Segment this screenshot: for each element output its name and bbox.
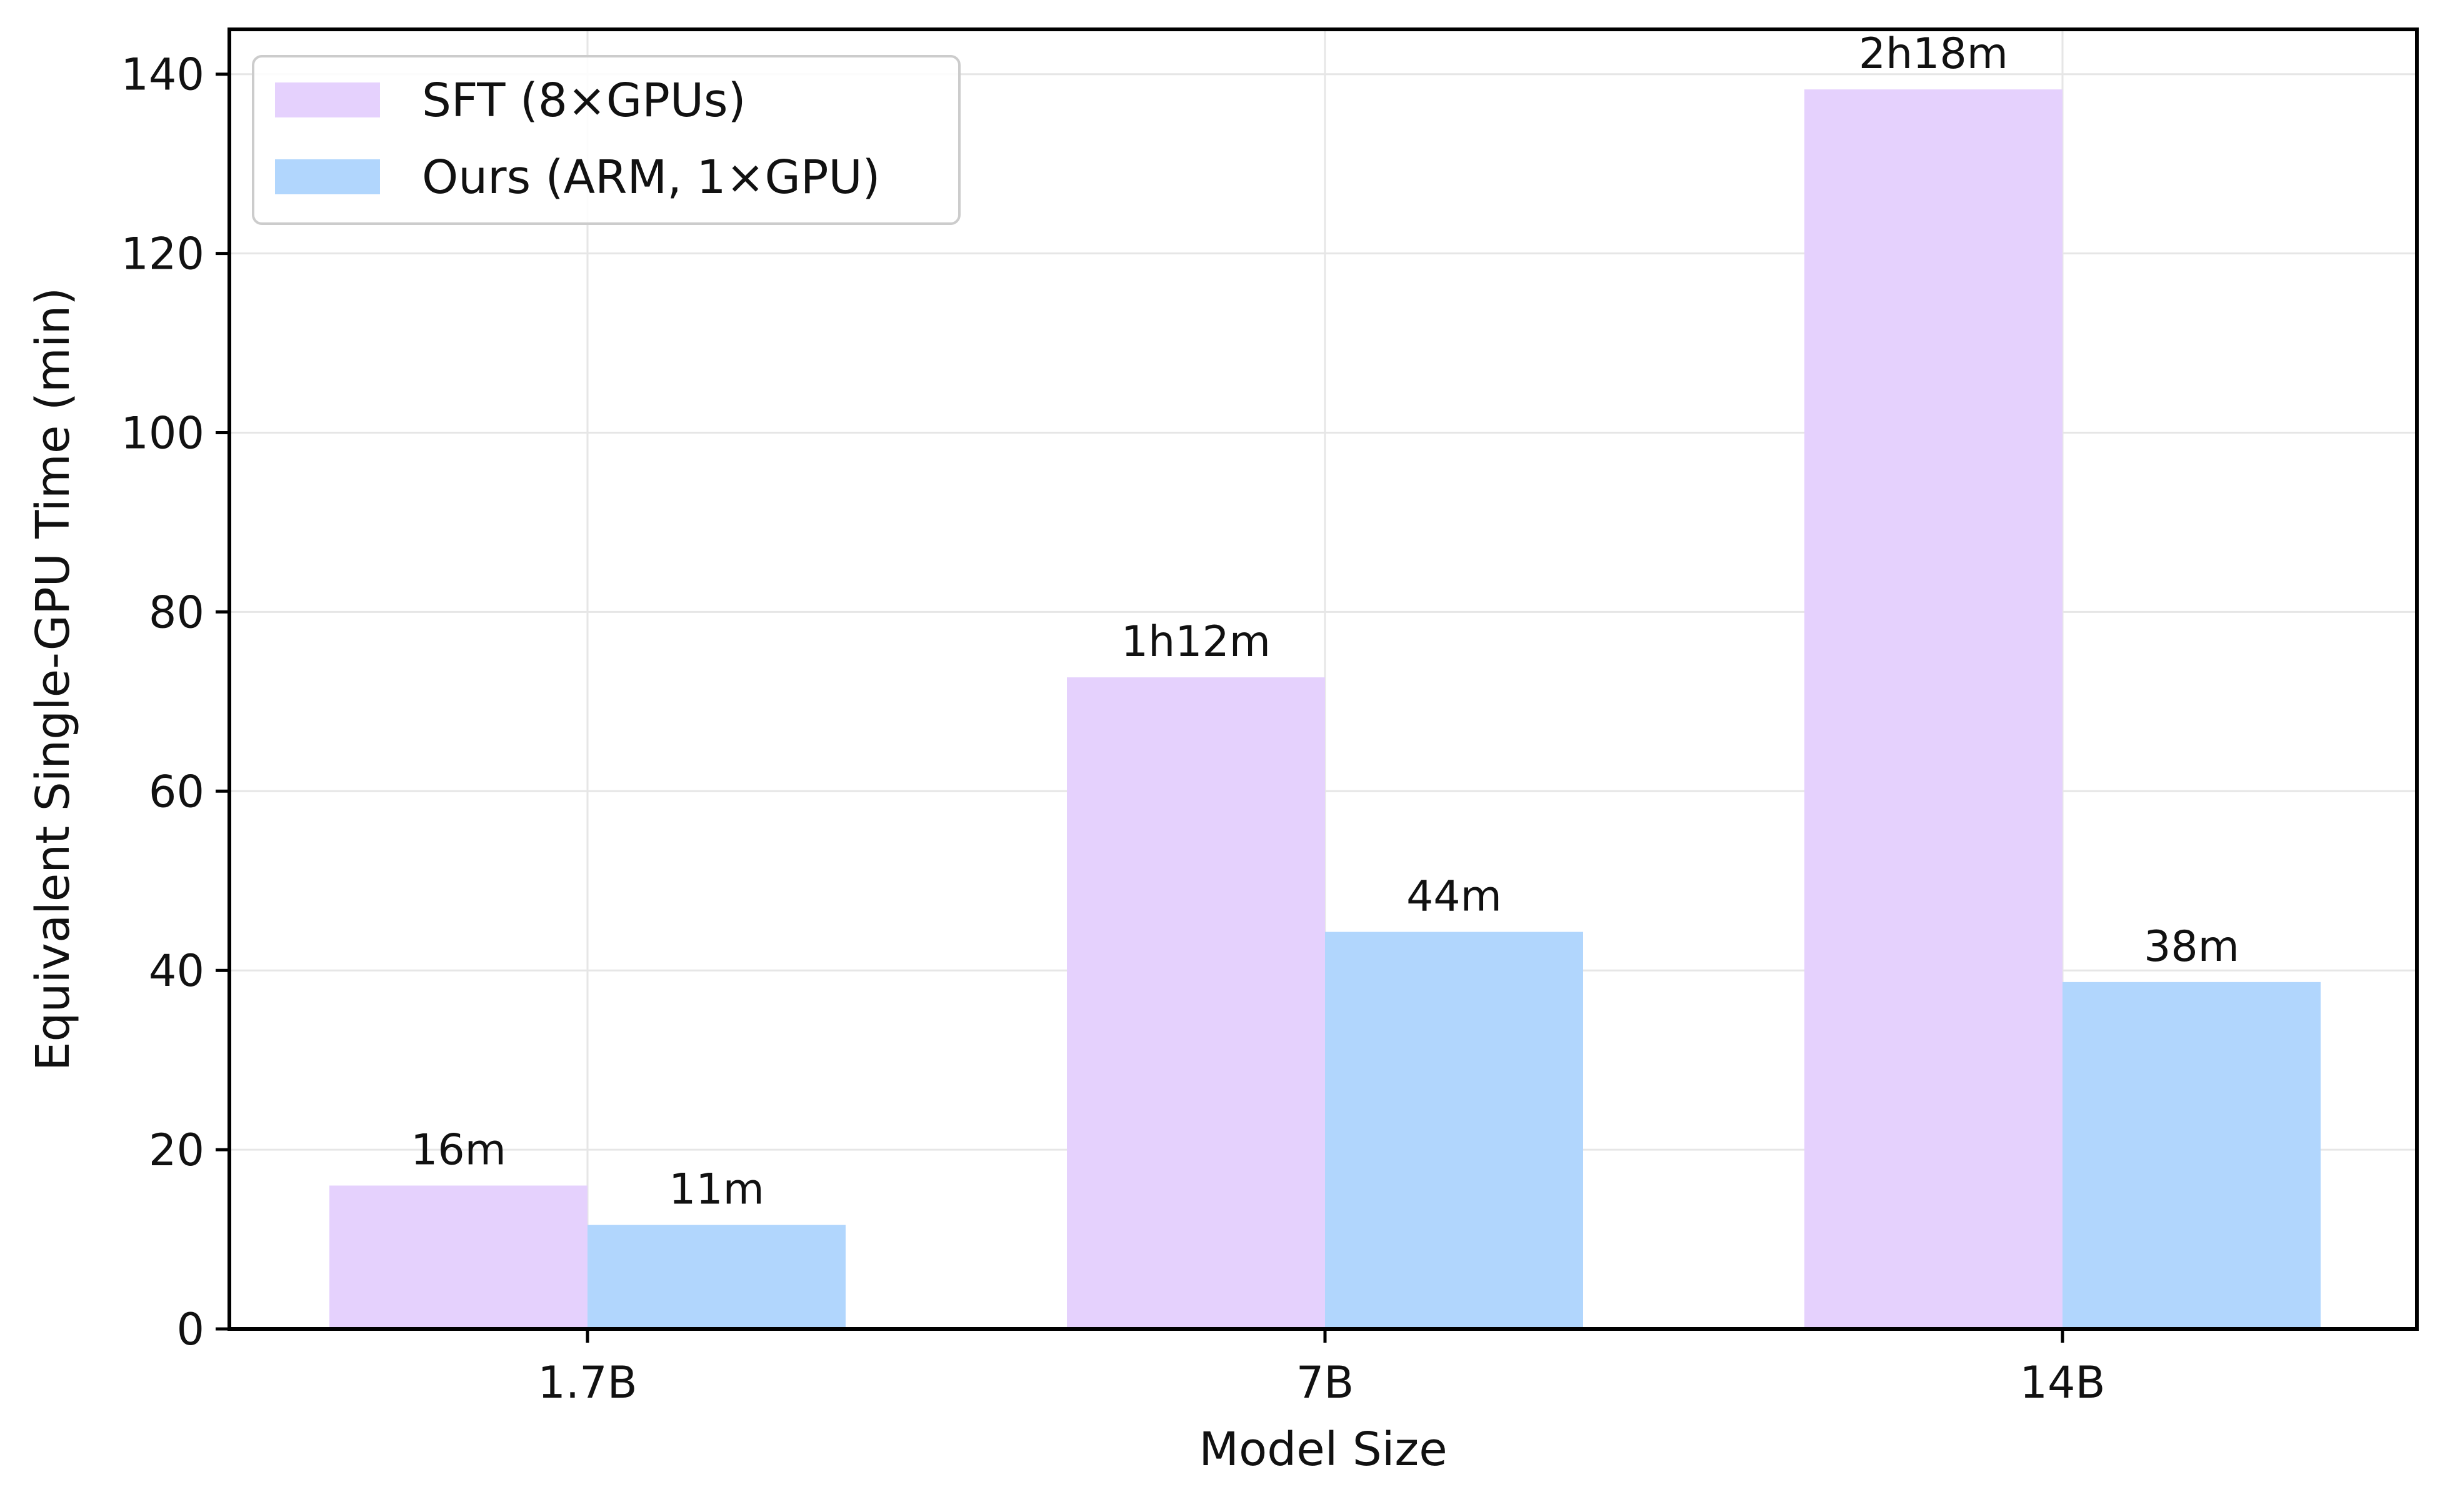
bar-value-label: 2h18m — [1859, 29, 2008, 79]
bar-value-label: 16m — [411, 1125, 506, 1175]
bar-sft-14B — [1804, 89, 2062, 1329]
x-tick-label: 7B — [1296, 1357, 1354, 1408]
y-tick-label: 80 — [149, 587, 204, 638]
y-tick-label: 100 — [121, 408, 204, 459]
y-tick-label: 120 — [121, 229, 204, 280]
bar-value-label: 11m — [669, 1165, 764, 1215]
x-axis-label: Model Size — [1199, 1423, 1448, 1476]
bar-sft-7B — [1067, 677, 1325, 1329]
plot-frame — [228, 27, 2419, 1331]
bar-value-labels: 16m 1h12m 2h18m 11m 44m 38m — [411, 29, 2239, 1214]
y-tick-label: 60 — [149, 766, 204, 817]
y-tick-label: 40 — [149, 945, 204, 997]
y-axis-label: Equivalent Single-GPU Time (min) — [26, 287, 80, 1071]
bar-value-label: 38m — [2144, 922, 2239, 972]
legend-label: Ours (ARM, 1×GPU) — [422, 151, 881, 204]
bar-ours-1.7B — [588, 1225, 846, 1329]
legend: SFT (8×GPUs) Ours (ARM, 1×GPU) — [252, 55, 961, 225]
y-tick-label: 0 — [176, 1304, 204, 1355]
legend-label: SFT (8×GPUs) — [422, 74, 746, 127]
x-tick-label: 1.7B — [538, 1357, 637, 1408]
legend-swatch — [275, 159, 380, 194]
bar-value-label: 44m — [1406, 872, 1502, 922]
legend-swatch — [275, 82, 380, 117]
y-tick-label: 140 — [121, 49, 204, 101]
x-tick-label: 14B — [2019, 1357, 2105, 1408]
bar-value-label: 1h12m — [1121, 617, 1271, 667]
bar-ours-7B — [1325, 932, 1583, 1329]
legend-box — [252, 55, 961, 225]
bar-sft-1.7B — [329, 1185, 588, 1329]
bars — [329, 89, 2321, 1329]
x-axis-ticks: 1.7B 7B 14B — [538, 1329, 2106, 1408]
y-axis-ticks: 0 20 40 60 80 100 120 140 — [121, 49, 229, 1355]
bar-ours-14B — [2062, 982, 2321, 1329]
y-tick-label: 20 — [149, 1125, 204, 1176]
